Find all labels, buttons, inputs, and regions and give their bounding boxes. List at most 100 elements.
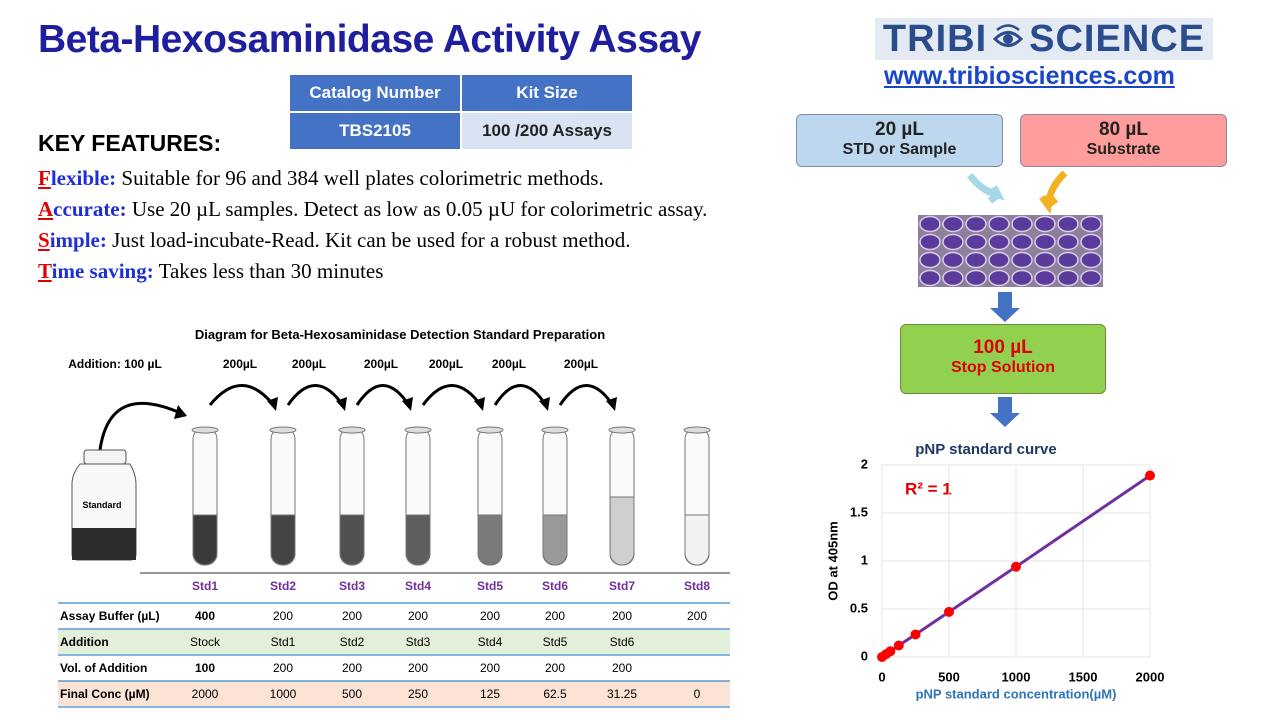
- cell: 125: [480, 687, 500, 701]
- tube-rim: [608, 426, 636, 434]
- well: [988, 233, 1010, 251]
- arrowhead: [539, 397, 550, 411]
- feature-label: lexible:: [50, 166, 117, 190]
- title: Beta-Hexosaminidase Activity Assay: [38, 18, 701, 61]
- transfer-label: 200µL: [564, 357, 598, 371]
- cell: 62.5: [543, 687, 567, 701]
- bottle-label: Standard: [82, 500, 121, 510]
- transfer-label: 200µL: [292, 357, 326, 371]
- feature-label: imple:: [49, 228, 107, 252]
- feature-text: Just load-incubate-Read. Kit can be used…: [112, 228, 631, 252]
- data-point: [910, 629, 921, 640]
- step-amount: 100 µL: [973, 337, 1033, 358]
- cell: 100 /200 Assays: [462, 113, 632, 149]
- header-cell: Catalog Number: [290, 75, 460, 111]
- well: [1080, 215, 1102, 233]
- feature: Accurate: Use 20 µL samples. Detect as l…: [38, 194, 765, 225]
- url[interactable]: www.tribiosciences.com: [884, 62, 1175, 90]
- feature: Time saving: Takes less than 30 minutes: [38, 256, 765, 287]
- feature: Simple: Just load-incubate-Read. Kit can…: [38, 225, 765, 256]
- cell: Stock: [190, 635, 221, 649]
- cell: Std4: [478, 635, 503, 649]
- cell: 31.25: [607, 687, 637, 701]
- cell: 200: [342, 609, 362, 623]
- y-tick-label: 1.5: [850, 504, 868, 519]
- bottle: Standard: [71, 449, 137, 561]
- x-tick-label: 0: [878, 669, 885, 684]
- well: [1034, 269, 1056, 287]
- feature-text: Suitable for 96 and 384 well plates colo…: [121, 166, 604, 190]
- workflow-graphics: [918, 170, 1103, 427]
- arrowhead: [402, 397, 413, 411]
- well: [1057, 251, 1079, 269]
- cell: 200: [545, 609, 565, 623]
- tube-liquid: [477, 514, 503, 566]
- cell: 0: [694, 687, 701, 701]
- well: [919, 269, 941, 287]
- row-background: [58, 681, 730, 706]
- x-tick-label: 2000: [1136, 669, 1165, 684]
- column-header: Std8: [684, 579, 710, 593]
- column-header: Std3: [339, 579, 365, 593]
- step-amount: 20 µL: [875, 119, 924, 140]
- cell: 200: [408, 609, 428, 623]
- well: [1011, 215, 1033, 233]
- cell: Std1: [271, 635, 296, 649]
- well: [1034, 251, 1056, 269]
- transfer-label: 200µL: [429, 357, 463, 371]
- catalog-table: Catalog Number Kit Size TBS2105 100 /200 A…: [288, 73, 634, 151]
- arrowhead: [606, 397, 617, 411]
- chart: pNP standard curve pNP standard concentr…: [825, 441, 1165, 701]
- arrowhead: [474, 397, 485, 411]
- tube-liquid: [405, 514, 431, 566]
- step-box: 100 µL Stop Solution: [900, 324, 1106, 394]
- row-background: [58, 629, 730, 654]
- cell: 250: [408, 687, 428, 701]
- well: [919, 233, 941, 251]
- cell: 200: [273, 661, 293, 675]
- cell: 200: [273, 609, 293, 623]
- feature-text: Use 20 µL samples. Detect as low as 0.05…: [131, 197, 708, 221]
- x-axis-label: pNP standard concentration(µM): [916, 686, 1117, 701]
- arrow: [990, 397, 1020, 427]
- annotation: R² = 1: [905, 479, 952, 498]
- step-box: 80 µL Substrate: [1020, 114, 1227, 167]
- data-point: [893, 640, 904, 651]
- well: [919, 251, 941, 269]
- tube-rim: [541, 426, 569, 434]
- cell: 200: [612, 661, 632, 675]
- tube-rim: [338, 426, 366, 434]
- tube-rim: [404, 426, 432, 434]
- step-label: Stop Solution: [951, 359, 1055, 376]
- arrow: [990, 292, 1020, 322]
- feature-initial: F: [38, 166, 51, 190]
- tube-rim: [476, 426, 504, 434]
- well: [1011, 269, 1033, 287]
- arrow: [208, 384, 277, 408]
- well: [1011, 233, 1033, 251]
- cell: 200: [342, 661, 362, 675]
- arrow: [286, 384, 346, 408]
- row-label: Vol. of Addition: [60, 661, 147, 675]
- well: [988, 251, 1010, 269]
- well: [1057, 269, 1079, 287]
- well: [1080, 251, 1102, 269]
- well: [1011, 251, 1033, 269]
- well: [965, 251, 987, 269]
- y-tick-label: 2: [861, 456, 868, 471]
- wells: [919, 215, 1102, 287]
- dilution-diagram: Diagram for Beta-Hexosaminidase Detectio…: [58, 327, 730, 708]
- cell: TBS2105: [290, 113, 460, 149]
- tube-liquid: [542, 514, 568, 566]
- x-tick-label: 500: [938, 669, 960, 684]
- arrowhead: [267, 397, 278, 411]
- transfer-label: 200µL: [223, 357, 257, 371]
- arrow: [1039, 170, 1068, 215]
- y-tick-label: 1: [861, 552, 868, 567]
- transfer-label: 200µL: [492, 357, 526, 371]
- well: [919, 215, 941, 233]
- feature-initial: S: [38, 228, 50, 252]
- cell: 200: [480, 661, 500, 675]
- column-header: Std2: [270, 579, 296, 593]
